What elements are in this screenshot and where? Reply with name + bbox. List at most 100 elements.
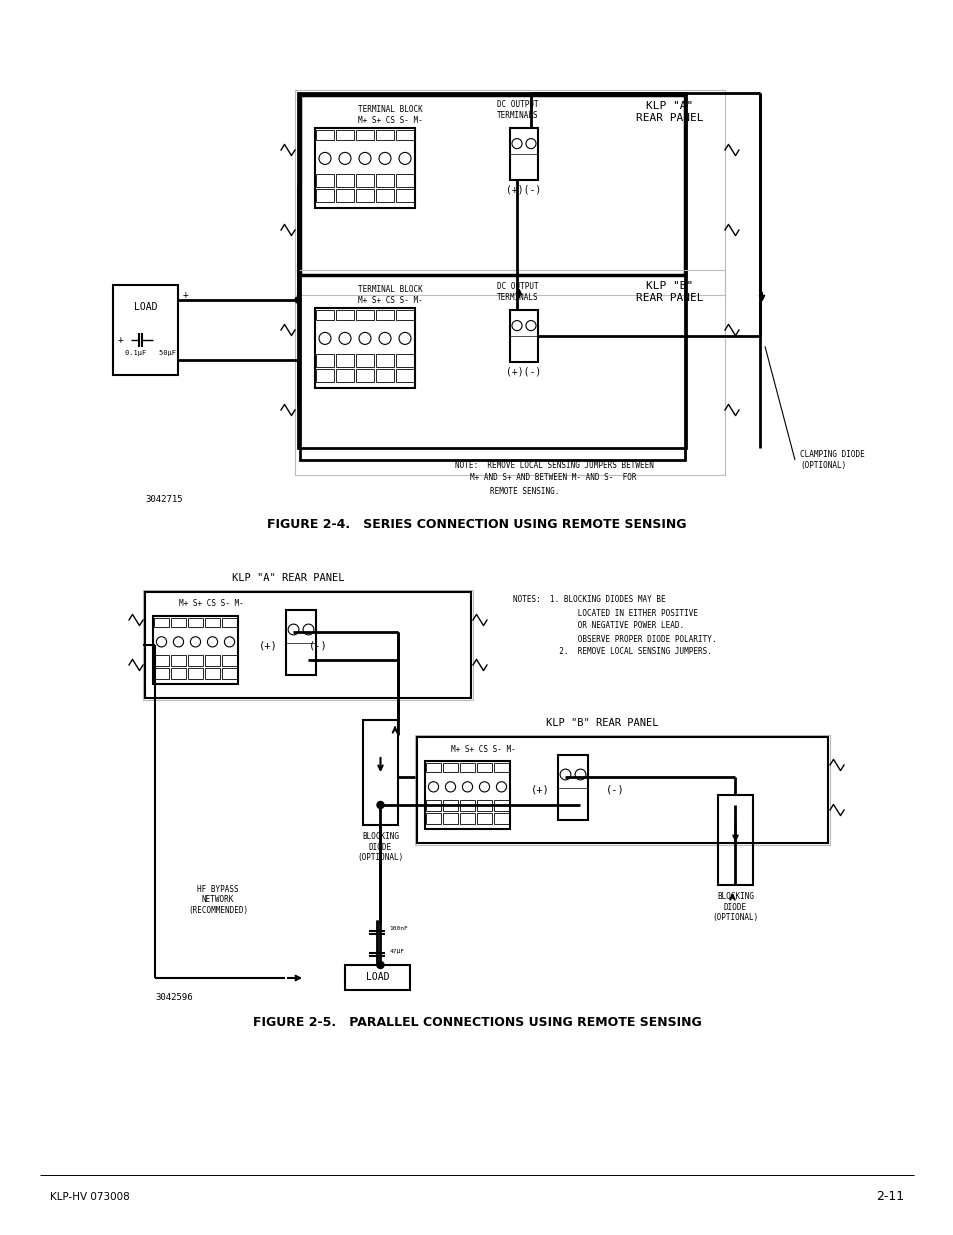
Bar (205, 618, 220, 627)
Text: KLP "A" REAR PANEL: KLP "A" REAR PANEL (232, 573, 344, 583)
Bar (335, 174, 354, 188)
Bar (355, 310, 374, 320)
Circle shape (428, 782, 438, 792)
Bar (426, 813, 440, 824)
Bar (315, 189, 334, 203)
Text: BLOCKING
DIODE
(OPTIONAL): BLOCKING DIODE (OPTIONAL) (357, 832, 403, 862)
Bar (335, 130, 354, 141)
Text: +: + (183, 290, 189, 300)
Bar (355, 174, 374, 188)
Bar (112, 285, 178, 375)
Text: +: + (118, 335, 124, 345)
Circle shape (378, 332, 391, 345)
Bar (395, 369, 414, 383)
Text: 3042596: 3042596 (154, 993, 193, 1003)
Bar (355, 353, 374, 367)
Bar (510, 310, 537, 362)
Bar (476, 763, 492, 772)
Bar (510, 128, 537, 180)
Bar (153, 655, 169, 667)
Text: OR NEGATIVE POWER LEAD.: OR NEGATIVE POWER LEAD. (513, 621, 683, 631)
Bar (314, 308, 415, 388)
Circle shape (525, 138, 536, 148)
Bar (442, 763, 457, 772)
Circle shape (378, 152, 391, 164)
Bar (222, 655, 236, 667)
Text: DC OUTPUT
TERMINALS: DC OUTPUT TERMINALS (497, 100, 538, 120)
Circle shape (207, 637, 217, 647)
Bar (315, 174, 334, 188)
Circle shape (479, 782, 489, 792)
Text: NOTE:  REMOVE LOCAL SENSING JUMPERS BETWEEN: NOTE: REMOVE LOCAL SENSING JUMPERS BETWE… (455, 461, 653, 469)
Text: REMOTE SENSING.: REMOTE SENSING. (490, 487, 558, 495)
Circle shape (496, 782, 506, 792)
Bar (294, 270, 724, 475)
Bar (188, 618, 203, 627)
Bar (143, 590, 473, 700)
Bar (171, 655, 186, 667)
Bar (476, 813, 492, 824)
Text: KLP "B"
REAR PANEL: KLP "B" REAR PANEL (636, 282, 703, 303)
Bar (205, 655, 220, 667)
Text: NOTES:  1. BLOCKING DIODES MAY BE: NOTES: 1. BLOCKING DIODES MAY BE (513, 595, 665, 604)
Bar (494, 813, 509, 824)
Text: M+ S+ CS S- M-: M+ S+ CS S- M- (178, 599, 243, 609)
Bar (375, 369, 394, 383)
Bar (355, 189, 374, 203)
Circle shape (398, 152, 411, 164)
Circle shape (318, 332, 331, 345)
Circle shape (512, 138, 521, 148)
Bar (718, 795, 752, 885)
Circle shape (224, 637, 234, 647)
Text: 2.  REMOVE LOCAL SENSING JUMPERS.: 2. REMOVE LOCAL SENSING JUMPERS. (513, 647, 711, 657)
Bar (299, 95, 684, 275)
Bar (459, 763, 475, 772)
Bar (171, 618, 186, 627)
Circle shape (294, 296, 301, 303)
Bar (442, 800, 457, 811)
Text: 2-11: 2-11 (875, 1191, 903, 1203)
Text: LOAD: LOAD (133, 303, 157, 312)
Text: BLOCKING
DIODE
(OPTIONAL): BLOCKING DIODE (OPTIONAL) (712, 892, 758, 921)
Text: (+): (+) (258, 640, 277, 650)
Circle shape (338, 332, 351, 345)
Bar (222, 668, 236, 679)
Circle shape (559, 769, 570, 779)
Circle shape (358, 332, 371, 345)
Bar (297, 93, 685, 448)
Circle shape (191, 637, 200, 647)
Bar (375, 353, 394, 367)
Bar (152, 616, 237, 684)
Bar (375, 189, 394, 203)
Text: DC OUTPUT
TERMINALS: DC OUTPUT TERMINALS (497, 283, 538, 301)
Text: 0.1μF   50μF: 0.1μF 50μF (125, 350, 175, 356)
Circle shape (376, 802, 384, 809)
Text: 47μF: 47μF (389, 948, 404, 953)
Circle shape (462, 782, 472, 792)
Text: CLAMPING DIODE
(OPTIONAL): CLAMPING DIODE (OPTIONAL) (800, 451, 863, 469)
Bar (345, 965, 410, 990)
Bar (314, 128, 415, 207)
Text: OBSERVE PROPER DIODE POLARITY.: OBSERVE PROPER DIODE POLARITY. (513, 635, 716, 643)
Bar (395, 130, 414, 141)
Circle shape (318, 152, 331, 164)
Bar (416, 737, 827, 844)
Text: (+)(-): (+)(-) (506, 185, 541, 195)
Bar (286, 610, 315, 676)
Bar (558, 755, 587, 820)
Bar (145, 592, 471, 698)
Bar (335, 353, 354, 367)
Bar (459, 800, 475, 811)
Text: LOCATED IN EITHER POSITIVE: LOCATED IN EITHER POSITIVE (513, 609, 698, 618)
Bar (375, 130, 394, 141)
Text: M+ AND S+ AND BETWEEN M- AND S-  FOR: M+ AND S+ AND BETWEEN M- AND S- FOR (470, 473, 636, 483)
Circle shape (512, 321, 521, 331)
Bar (363, 720, 397, 825)
Bar (395, 353, 414, 367)
Circle shape (398, 332, 411, 345)
Text: M+ S+ CS S- M-: M+ S+ CS S- M- (450, 745, 515, 753)
Text: FIGURE 2-4.   SERIES CONNECTION USING REMOTE SENSING: FIGURE 2-4. SERIES CONNECTION USING REMO… (267, 519, 686, 531)
Bar (315, 130, 334, 141)
Text: (-): (-) (309, 640, 327, 650)
Text: (+)(-): (+)(-) (506, 367, 541, 377)
